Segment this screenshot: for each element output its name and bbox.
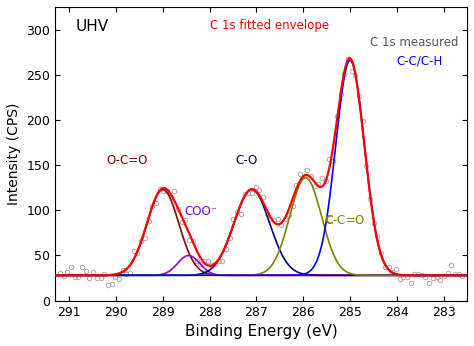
X-axis label: Binding Energy (eV): Binding Energy (eV) bbox=[185, 324, 337, 339]
Text: $\mathbf{C}$-C=O: $\mathbf{C}$-C=O bbox=[324, 213, 366, 227]
Text: C 1s fitted envelope: C 1s fitted envelope bbox=[210, 19, 329, 32]
Y-axis label: Intensity (CPS): Intensity (CPS) bbox=[7, 103, 21, 205]
Text: C-O: C-O bbox=[236, 154, 258, 167]
Text: O-C=O: O-C=O bbox=[107, 154, 148, 167]
Text: C-C/C-H: C-C/C-H bbox=[397, 54, 443, 67]
Text: COO⁻: COO⁻ bbox=[184, 204, 217, 218]
Text: UHV: UHV bbox=[76, 19, 109, 34]
Text: C 1s measured: C 1s measured bbox=[370, 36, 459, 49]
